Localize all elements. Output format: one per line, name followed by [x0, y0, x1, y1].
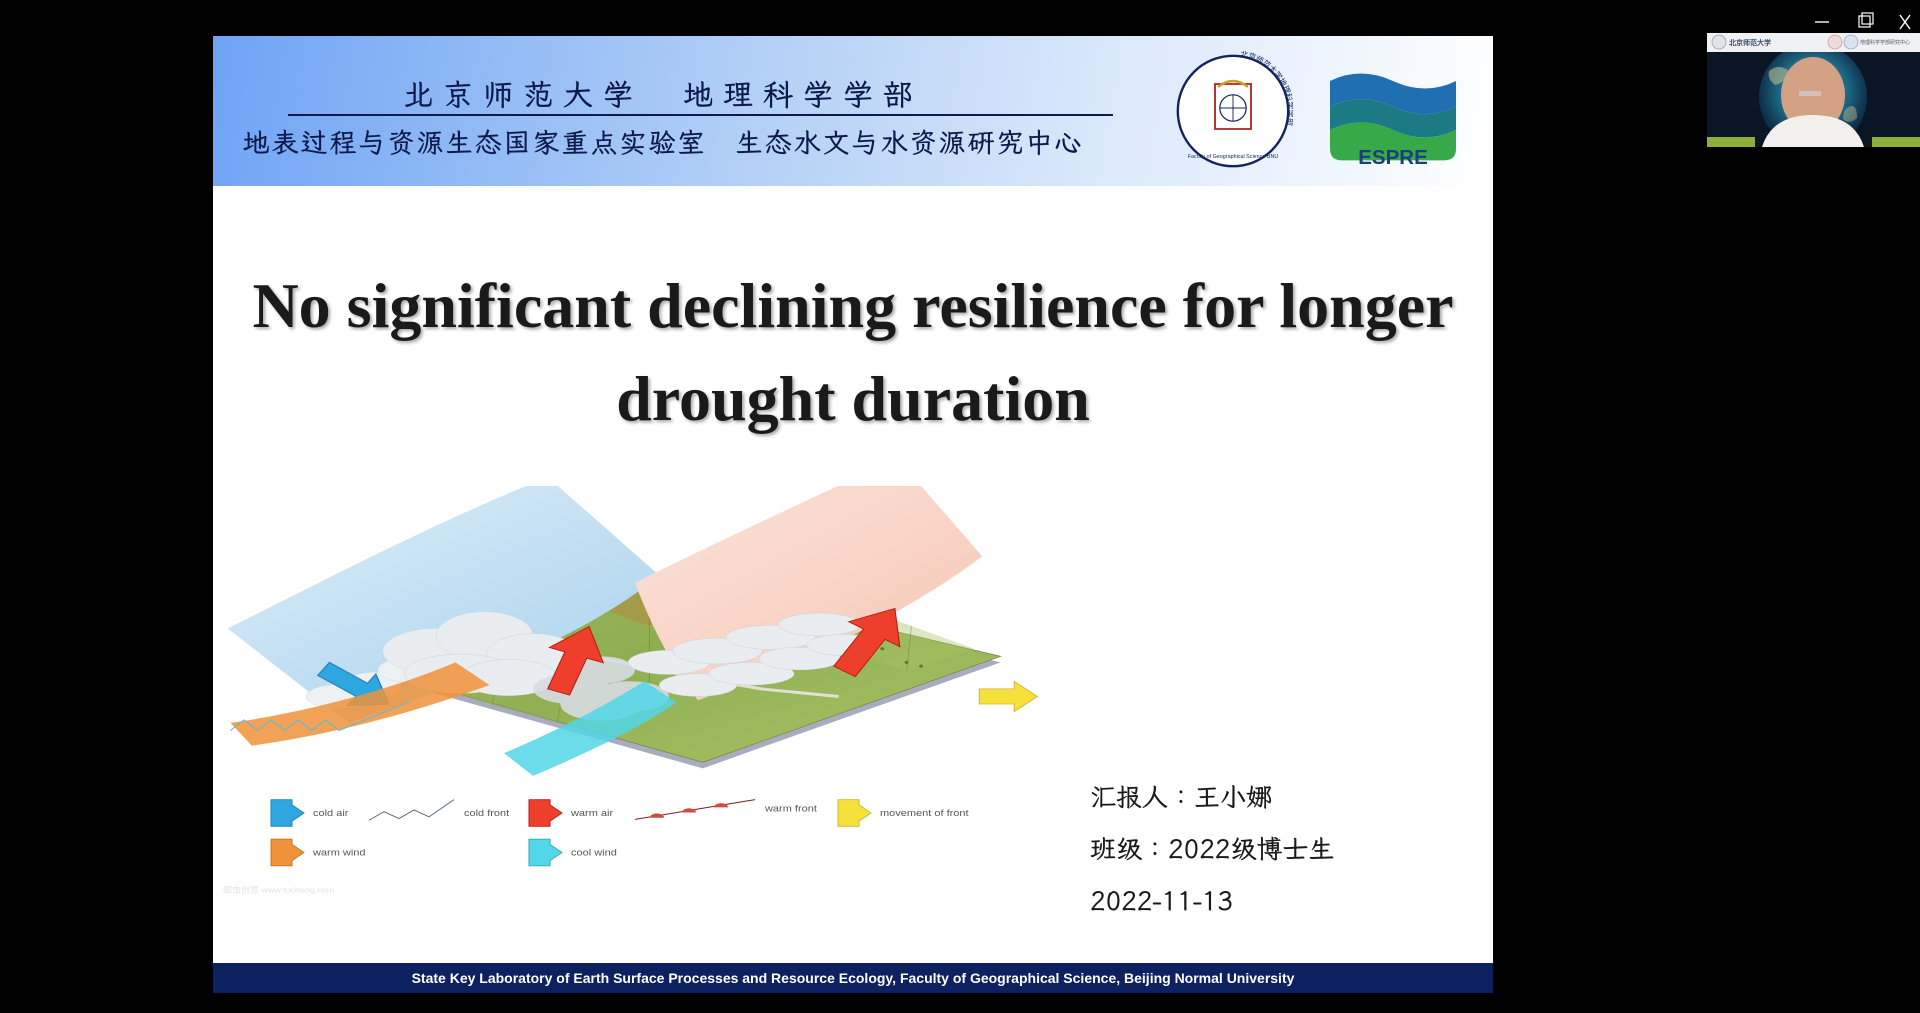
- svg-text:cold air: cold air: [313, 809, 349, 819]
- svg-text:图虫创意 www.tuchong.com: 图虫创意 www.tuchong.com: [223, 885, 334, 894]
- svg-text:Faculty of Geographical Scienc: Faculty of Geographical Science BNU: [1188, 154, 1279, 160]
- svg-text:movement of front: movement of front: [880, 809, 969, 819]
- svg-text:warm air: warm air: [570, 809, 614, 819]
- svg-text:北京师范大学: 北京师范大学: [1729, 38, 1771, 47]
- svg-text:cool wind: cool wind: [571, 848, 617, 858]
- svg-text:ESPRE: ESPRE: [1358, 146, 1428, 169]
- svg-text:cold front: cold front: [464, 809, 509, 819]
- svg-text:warm front: warm front: [764, 804, 817, 814]
- svg-text:地理科学学部研究中心: 地理科学学部研究中心: [1860, 39, 1910, 46]
- svg-text:warm wind: warm wind: [312, 848, 366, 858]
